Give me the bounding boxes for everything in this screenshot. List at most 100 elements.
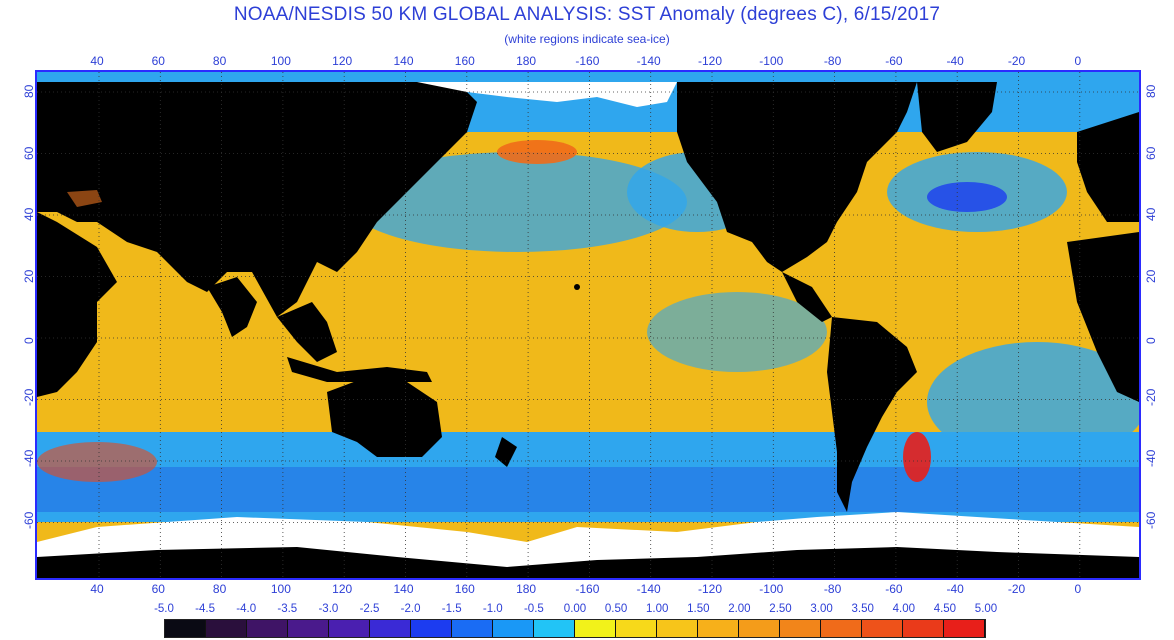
north-pacific-cool	[347, 152, 687, 252]
longitude-label: -100	[759, 54, 784, 68]
longitude-label: -140	[636, 54, 661, 68]
latitude-label: -60	[22, 511, 36, 529]
indian-ocean-hot-band	[37, 442, 157, 482]
longitude-label: -60	[885, 54, 903, 68]
india-land	[207, 277, 257, 337]
longitude-label: 160	[454, 582, 475, 596]
colorbar-label: -3.5	[277, 603, 298, 615]
land	[37, 82, 1139, 512]
longitude-label: -100	[759, 582, 784, 596]
colorbar-label: 1.50	[687, 603, 710, 615]
longitude-label: 0	[1074, 54, 1082, 68]
longitude-label: 140	[393, 54, 414, 68]
longitude-label: 140	[393, 582, 414, 596]
europe-west-land	[1077, 112, 1139, 222]
colorbar-swatch	[411, 620, 452, 637]
latitude-label: 40	[1144, 207, 1158, 221]
longitude-label: -40	[946, 54, 964, 68]
colorbar-label: -1.5	[441, 603, 462, 615]
colorbar-swatch	[534, 620, 575, 637]
longitude-label: -160	[575, 582, 600, 596]
latitude-label: -20	[22, 388, 36, 406]
longitude-label: 80	[212, 582, 227, 596]
colorbar-swatch	[944, 620, 985, 637]
colorbar-swatch	[493, 620, 534, 637]
latitude-label: -40	[22, 449, 36, 467]
longitude-label: 60	[151, 582, 165, 596]
africa-west-land	[1067, 232, 1139, 402]
colorbar-swatch	[739, 620, 780, 637]
sst-anomaly-map	[35, 70, 1141, 580]
eurasia-land	[37, 82, 477, 317]
longitude-label: -40	[946, 582, 964, 596]
latitude-label: 0	[22, 337, 36, 344]
central-america-land	[782, 272, 832, 322]
southern-ocean-cold-band	[37, 467, 1139, 512]
colorbar-swatch	[165, 620, 206, 637]
new-zealand-land	[495, 437, 517, 467]
colorbar	[164, 619, 986, 638]
antarctica-land	[37, 547, 1139, 578]
colorbar-swatch	[616, 620, 657, 637]
colorbar-swatch	[780, 620, 821, 637]
arctic-sea-ice	[417, 82, 677, 107]
colorbar-label: -1.0	[482, 603, 503, 615]
longitude-label: -120	[697, 582, 723, 596]
colorbar-label: 0.00	[563, 603, 587, 615]
longitude-label: 40	[90, 54, 104, 68]
hawaii-land	[574, 284, 580, 290]
latitude-label: 20	[22, 269, 36, 283]
longitude-label: -160	[575, 54, 600, 68]
north-atlantic-cold	[927, 182, 1007, 212]
se-asia-land	[277, 302, 337, 362]
latitude-label: 60	[1144, 146, 1158, 160]
longitude-label: 120	[332, 54, 353, 68]
longitude-label: 180	[516, 582, 537, 596]
colorbar-label: 5.00	[974, 603, 998, 615]
colorbar-label: 2.50	[769, 603, 792, 615]
longitude-label: -80	[823, 54, 842, 68]
longitude-label: 60	[151, 54, 165, 68]
graticule	[37, 72, 1139, 578]
map-title: NOAA/NESDIS 50 KM GLOBAL ANALYSIS: SST A…	[233, 4, 941, 25]
south-atlantic-cool	[927, 342, 1139, 462]
longitude-label: -120	[697, 54, 723, 68]
colorbar-label: 4.50	[933, 603, 957, 615]
colorbar-label: -2.5	[359, 603, 380, 615]
east-pacific-cool	[647, 292, 827, 372]
latitude-label: 80	[1144, 84, 1158, 98]
colorbar-swatch	[903, 620, 944, 637]
colorbar-swatch	[288, 620, 329, 637]
longitude-label: 40	[90, 582, 104, 596]
australia-land	[327, 377, 442, 457]
longitude-label: 100	[270, 54, 291, 68]
colorbar-swatch	[821, 620, 862, 637]
latitude-label: 20	[1144, 269, 1158, 283]
colorbar-label: -0.5	[523, 603, 544, 615]
bering-sea-warm	[497, 140, 577, 164]
longitude-label: -20	[1007, 582, 1026, 596]
latitude-label: 80	[22, 84, 36, 98]
colorbar-label: -5.0	[154, 603, 174, 615]
map-canvas	[37, 72, 1139, 578]
colorbar-label: 2.00	[728, 603, 751, 615]
latitude-label: -40	[1144, 449, 1158, 467]
caspian-highland	[67, 190, 102, 207]
colorbar-label: 1.00	[645, 603, 669, 615]
colorbar-swatch	[206, 620, 247, 637]
indonesia-land	[287, 357, 432, 382]
longitude-label: 180	[516, 54, 537, 68]
colorbar-swatch	[657, 620, 698, 637]
colorbar-swatch	[370, 620, 411, 637]
map-subtitle: (white regions indicate sea-ice)	[504, 32, 670, 46]
colorbar-label: -3.0	[318, 603, 339, 615]
colorbar-label: 0.50	[604, 603, 628, 615]
colorbar-swatch	[575, 620, 616, 637]
north-america-land	[677, 82, 917, 272]
falklands-hot	[903, 432, 931, 482]
colorbar-swatch	[452, 620, 493, 637]
colorbar-swatch	[329, 620, 370, 637]
latitude-label: -60	[1144, 511, 1158, 529]
longitude-label: -140	[636, 582, 661, 596]
colorbar-label: -2.0	[400, 603, 421, 615]
